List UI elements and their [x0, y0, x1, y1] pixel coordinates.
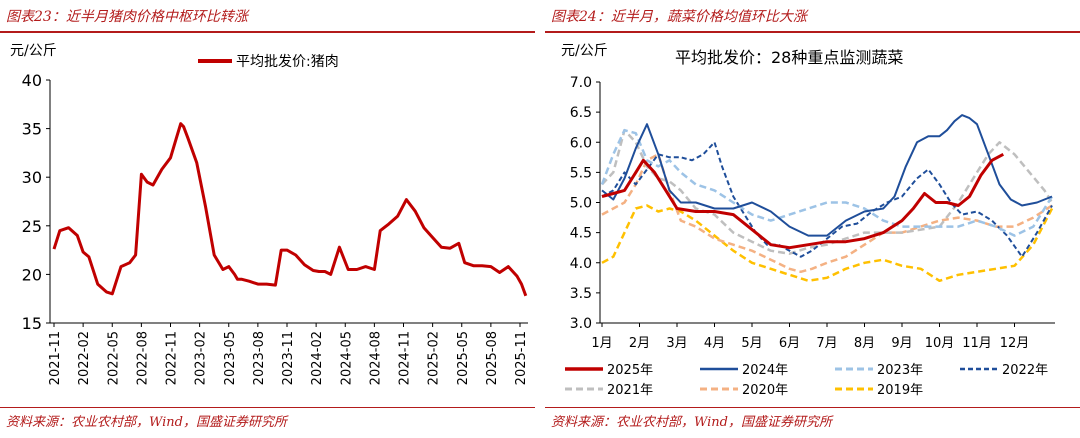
left-x-tick-label: 2024-08 — [368, 331, 383, 385]
right-y-tick-label: 3.5 — [570, 286, 592, 302]
pork-price-chart: 15 20 25 30 35 40 2021-11 2022-02 2022-05 2022-08… — [22, 54, 529, 385]
right-figure-title: 图表24：近半月，蔬菜价格均值环比大涨 — [551, 9, 807, 25]
right-y-tick-label: 4.5 — [570, 226, 592, 242]
right-x-tick-label: 11月 — [962, 336, 992, 351]
right-y-tick-label: 4.0 — [570, 256, 592, 272]
left-x-tick-label: 2023-08 — [252, 331, 267, 385]
left-y-tick-label: 30 — [22, 168, 42, 187]
right-x-tick-label: 2月 — [629, 336, 650, 351]
series-line-2021 — [601, 128, 1054, 255]
left-x-tick-label: 2022-05 — [106, 331, 121, 385]
right-source-note: 资料来源：农业农村部，Wind，国盛证券研究所 — [551, 415, 832, 430]
left-x-tick-label: 2023-02 — [194, 331, 209, 385]
legend-label-2023: 2023年 — [877, 363, 923, 378]
right-x-tick-label: 9月 — [891, 336, 912, 351]
left-y-tick-label: 15 — [22, 314, 42, 333]
vegetable-price-chart: 平均批发价：28种重点监测蔬菜 3.0 3.5 4.0 4.5 5.0 5.5 6.0 6.5 7… — [565, 48, 1055, 398]
left-figure-title: 图表23：近半月猪肉价格中枢环比转涨 — [6, 9, 248, 25]
right-unit-label: 元/公斤 — [561, 43, 608, 59]
right-x-tick-label: 10月 — [925, 336, 955, 351]
right-x-tick-label: 3月 — [666, 336, 687, 351]
left-y-tick-label: 25 — [22, 217, 42, 236]
legend-label-2019: 2019年 — [877, 383, 923, 398]
right-y-tick-label: 5.5 — [570, 165, 592, 181]
right-x-tick-label: 4月 — [704, 336, 725, 351]
left-x-tick-label: 2025-11 — [514, 331, 529, 385]
left-source-rule — [0, 407, 535, 408]
right-x-tick-label: 5月 — [741, 336, 762, 351]
left-y-tick-label: 35 — [22, 120, 42, 139]
right-x-tick-label: 12月 — [1000, 336, 1030, 351]
legend-label-2021: 2021年 — [607, 383, 653, 398]
left-x-tick-label: 2022-08 — [135, 331, 150, 385]
right-x-tick-label: 7月 — [816, 336, 837, 351]
left-source-note: 资料来源：农业农村部，Wind，国盛证券研究所 — [6, 415, 287, 430]
right-y-tick-label: 5.0 — [570, 196, 592, 212]
left-x-tick-label: 2023-11 — [281, 331, 296, 385]
right-x-tick-label: 1月 — [591, 336, 612, 351]
left-x-tick-label: 2023-05 — [223, 331, 238, 385]
legend-label-2020: 2020年 — [742, 383, 788, 398]
legend-label-2025: 2025年 — [607, 363, 653, 378]
left-x-tick-label: 2025-08 — [485, 331, 500, 385]
left-x-tick-label: 2025-02 — [427, 331, 442, 385]
series-line-2020 — [601, 153, 1053, 274]
right-x-tick-label: 6月 — [779, 336, 800, 351]
legend-label-2024: 2024年 — [742, 363, 788, 378]
left-x-tick-label: 2024-02 — [310, 331, 325, 385]
right-y-tick-label: 3.0 — [570, 316, 592, 332]
right-title-rule — [545, 31, 1080, 33]
right-y-tick-label: 7.0 — [570, 75, 592, 91]
left-y-tick-label: 20 — [22, 265, 42, 284]
left-x-tick-label: 2022-11 — [165, 331, 180, 385]
left-unit-label: 元/公斤 — [10, 43, 57, 59]
left-legend-label: 平均批发价:猪肉 — [236, 54, 339, 70]
left-title-rule — [0, 31, 535, 33]
right-y-tick-label: 6.0 — [570, 135, 592, 151]
right-y-tick-label: 6.5 — [570, 105, 592, 121]
legend-label-2022: 2022年 — [1002, 363, 1048, 378]
right-chart-title: 平均批发价：28种重点监测蔬菜 — [675, 48, 903, 67]
left-x-tick-label: 2025-05 — [456, 331, 471, 385]
left-x-tick-label: 2021-11 — [48, 331, 63, 385]
series-line-2024 — [601, 114, 1053, 237]
series-line-2022 — [601, 141, 1053, 258]
left-x-tick-label: 2024-11 — [398, 331, 413, 385]
left-y-tick-label: 40 — [22, 71, 42, 90]
series-line-2025 — [601, 152, 1005, 250]
right-x-tick-label: 8月 — [854, 336, 875, 351]
left-x-tick-label: 2024-05 — [339, 331, 354, 385]
vegetable-price-panel: 图表24：近半月，蔬菜价格均值环比大涨 元/公斤 平均批发价：28种重点监测蔬菜… — [545, 0, 1080, 438]
pork-price-line — [52, 122, 528, 297]
pork-price-panel: 图表23：近半月猪肉价格中枢环比转涨 元/公斤 15 20 25 30 35 40 2021… — [0, 0, 535, 438]
left-x-tick-label: 2022-02 — [77, 331, 92, 385]
right-source-rule — [545, 407, 1080, 408]
series-line-2019 — [601, 204, 1054, 283]
